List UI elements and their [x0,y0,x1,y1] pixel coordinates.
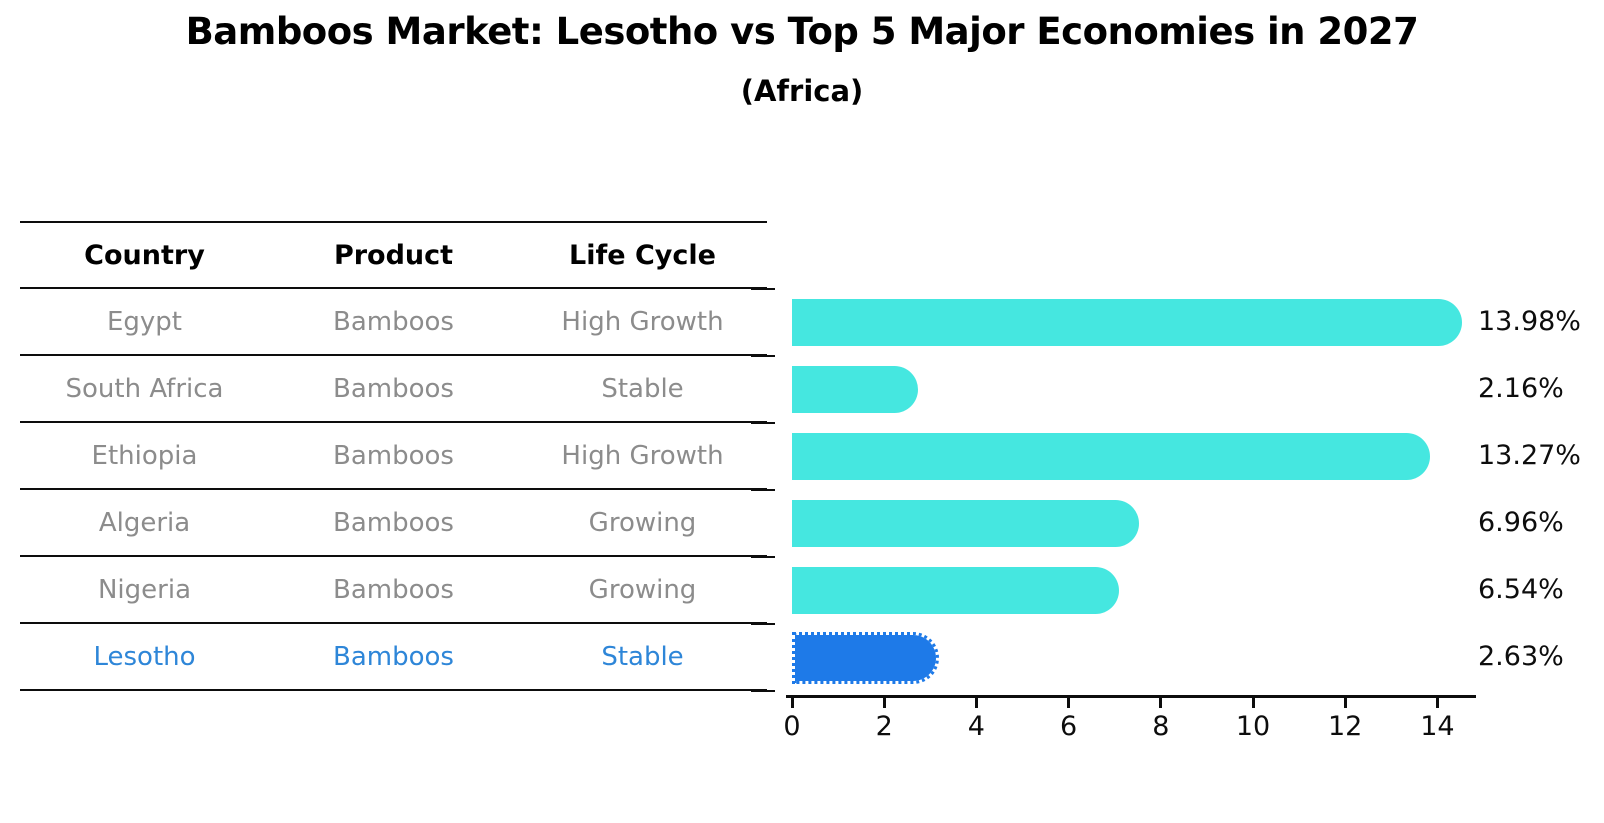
table-header-row: Country Product Life Cycle [20,221,767,289]
chart-subtitle: (Africa) [740,74,864,108]
cell-country: Ethiopia [91,440,198,471]
cell-country: Nigeria [97,574,192,605]
cell-product: Bamboos [333,373,454,404]
value-label-egypt: 13.98% [1478,305,1581,337]
table-row-nigeria: Nigeria Bamboos Growing [20,557,767,624]
cell-product: Bamboos [333,306,454,337]
x-tick-label: 12 [1328,711,1363,742]
bar-egypt [792,299,1463,346]
y-tick-mark [751,623,775,625]
value-label-nigeria: 6.54% [1478,573,1564,605]
x-tick-mark [1159,698,1163,708]
cell-product: Bamboos [333,440,454,471]
x-tick-label: 10 [1235,711,1271,742]
bar-algeria [792,500,1139,547]
cell-life-cycle: High Growth [561,306,724,337]
table-row-ethiopia: Ethiopia Bamboos High Growth [20,423,767,490]
bar-nigeria [792,567,1120,614]
cell-life-cycle: High Growth [561,440,724,471]
table-row-south-africa: South Africa Bamboos Stable [20,356,767,423]
bar-lesotho [792,631,940,684]
cell-product: Bamboos [333,641,454,672]
country-table: Country Product Life Cycle Egypt Bamboos Hig… [20,221,767,691]
cell-country: Algeria [98,507,191,538]
y-tick-mark [751,556,775,558]
cell-country: Egypt [106,306,183,337]
value-label-ethiopia: 13.27% [1478,439,1581,471]
x-tick-label: 8 [1152,711,1170,742]
value-label-south-africa: 2.16% [1478,372,1564,404]
x-tick-mark [1251,698,1255,708]
table-row-algeria: Algeria Bamboos Growing [20,490,767,557]
x-tick-label: 2 [875,711,893,742]
y-tick-mark [751,355,775,357]
bar-south-africa [792,366,918,413]
cell-life-cycle: Growing [588,574,697,605]
cell-product: Bamboos [333,507,454,538]
cell-country: South Africa [65,373,224,404]
table-header-country: Country [84,239,205,271]
x-tick-mark [1343,698,1347,708]
x-tick-label: 0 [783,711,801,742]
x-tick-mark [790,698,794,708]
x-tick-mark [974,698,978,708]
x-tick-mark [1435,698,1439,708]
x-tick-label: 6 [1060,711,1078,742]
table-body: Egypt Bamboos High Growth South Africa Bambo… [20,289,767,691]
x-axis-line [786,695,1476,698]
value-label-lesotho: 2.63% [1478,640,1564,672]
table-row-lesotho: Lesotho Bamboos Stable [20,624,767,691]
table-header-life-cycle: Life Cycle [569,239,716,271]
cell-life-cycle: Stable [601,373,684,404]
x-tick-label: 14 [1420,711,1455,742]
y-tick-mark [751,489,775,491]
chart-title: Bamboos Market: Lesotho vs Top 5 Major E… [185,10,1419,53]
x-tick-mark [882,698,886,708]
cell-country: Lesotho [93,641,196,672]
cell-life-cycle: Stable [601,641,684,672]
cell-product: Bamboos [333,574,454,605]
table-header-product: Product [333,239,454,271]
y-tick-mark [751,288,775,290]
value-label-algeria: 6.96% [1478,506,1564,538]
cell-life-cycle: Growing [588,507,697,538]
table-row-egypt: Egypt Bamboos High Growth [20,289,767,356]
bar-ethiopia [792,433,1430,480]
y-tick-mark [751,690,775,692]
x-tick-mark [1067,698,1071,708]
x-tick-label: 4 [967,711,985,742]
y-tick-mark [751,422,775,424]
